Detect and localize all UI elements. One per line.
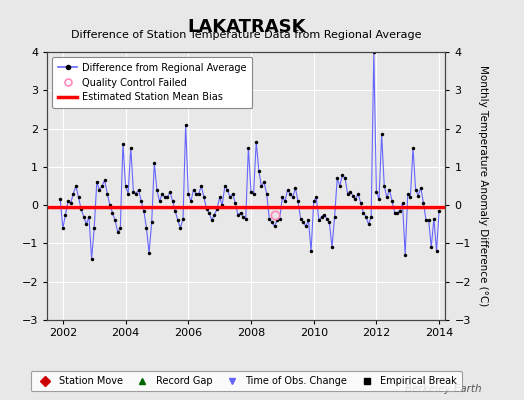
Legend: Difference from Regional Average, Quality Control Failed, Estimated Station Mean: Difference from Regional Average, Qualit… (52, 57, 253, 108)
Text: Berkeley Earth: Berkeley Earth (406, 384, 482, 394)
Text: Difference of Station Temperature Data from Regional Average: Difference of Station Temperature Data f… (71, 30, 421, 40)
Text: LAKATRASK: LAKATRASK (187, 18, 305, 36)
Y-axis label: Monthly Temperature Anomaly Difference (°C): Monthly Temperature Anomaly Difference (… (478, 65, 488, 307)
Legend: Station Move, Record Gap, Time of Obs. Change, Empirical Break: Station Move, Record Gap, Time of Obs. C… (30, 372, 462, 391)
